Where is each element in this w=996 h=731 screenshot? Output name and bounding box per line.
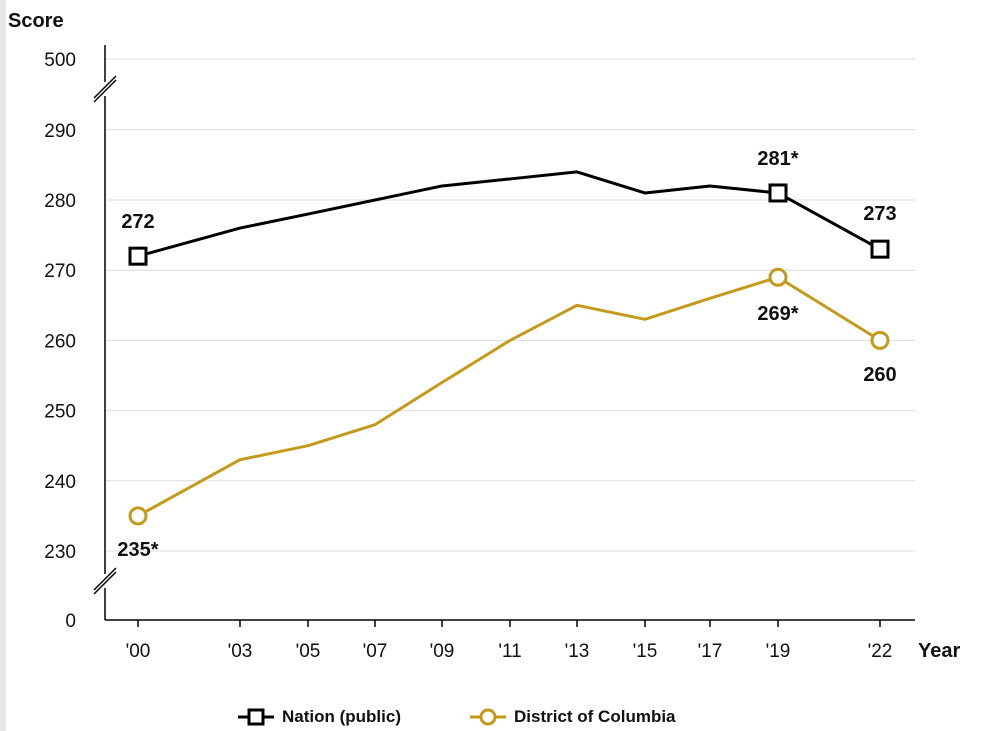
x-tick-label: '17 <box>698 641 723 662</box>
data-label: 269* <box>757 303 798 325</box>
legend-item-nation: Nation (public) <box>236 703 401 731</box>
y-tick-label: 230 <box>44 542 76 563</box>
circle-marker-icon <box>470 708 506 726</box>
y-tick-label: 280 <box>44 191 76 212</box>
x-tick-label: '00 <box>126 641 151 662</box>
axis-break-mark <box>93 567 117 591</box>
y-tick-label: 500 <box>44 50 76 71</box>
data-point-marker <box>870 330 890 350</box>
y-tick-label: 290 <box>44 121 76 142</box>
axis-break-mark <box>93 79 117 103</box>
left-border <box>0 0 6 731</box>
data-label: 235* <box>117 539 158 561</box>
axis-break-mark <box>93 571 117 595</box>
x-tick-label: '05 <box>296 641 321 662</box>
x-tick-label: '11 <box>498 641 521 662</box>
y-tick-label: 270 <box>44 261 76 282</box>
legend-label-dc: District of Columbia <box>514 707 676 726</box>
data-point-marker <box>870 239 890 259</box>
y-tick-label: 240 <box>44 472 76 493</box>
axis-break-gap <box>97 82 113 96</box>
x-axis-title: Year <box>918 640 960 662</box>
legend: Nation (public) District of Columbia <box>0 703 996 731</box>
x-tick-label: '03 <box>228 641 253 662</box>
x-tick-label: '13 <box>565 641 590 662</box>
data-point-marker <box>128 506 148 526</box>
x-tick-label: '19 <box>766 641 791 662</box>
x-tick-label: '15 <box>633 641 658 662</box>
series-line-dc <box>137 275 881 518</box>
axis-break-mark <box>93 75 117 99</box>
x-tick-label: '09 <box>430 641 455 662</box>
data-point-marker <box>768 267 788 287</box>
y-tick-label: 250 <box>44 402 76 423</box>
data-point-marker <box>768 183 788 203</box>
data-label: 281* <box>757 148 798 170</box>
y-axis-title: Score <box>8 10 64 32</box>
data-point-marker <box>128 246 148 266</box>
data-label: 273 <box>863 203 896 225</box>
legend-item-dc: District of Columbia <box>468 703 676 731</box>
y-tick-label: 0 <box>65 611 76 632</box>
square-marker-icon <box>238 708 274 726</box>
data-label: 260 <box>863 364 896 386</box>
axis-break-gap <box>97 574 113 588</box>
legend-label-nation: Nation (public) <box>282 707 401 726</box>
series-line-nation <box>137 170 881 258</box>
data-label: 272 <box>121 211 154 233</box>
x-tick-label: '07 <box>363 641 388 662</box>
y-tick-label: 260 <box>44 331 76 352</box>
line-chart: Score Year 0 230 240 250 260 270 280 290 500 '00 '… <box>8 10 960 662</box>
x-tick-label: '22 <box>868 641 893 662</box>
